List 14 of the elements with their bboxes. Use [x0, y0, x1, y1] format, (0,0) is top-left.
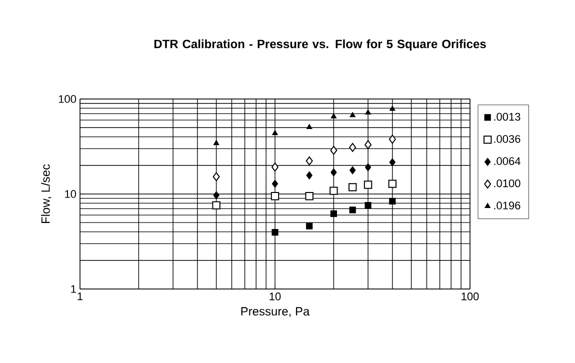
legend-label: .0036 [494, 135, 520, 143]
y-axis-title: Flow, L/sec [41, 164, 52, 224]
y-tick-label: 10 [65, 190, 76, 198]
legend-label: .0064 [494, 157, 520, 166]
legend-label: .0100 [494, 179, 520, 188]
x-tick-label: 10 [270, 292, 281, 300]
x-axis-title: Pressure, Pa [241, 307, 310, 317]
legend-label: .0196 [494, 202, 520, 210]
legend-label: .0013 [494, 112, 520, 121]
x-tick-label: 1 [78, 292, 83, 300]
y-tick-label: 100 [58, 95, 76, 103]
y-tick-label: 1 [71, 285, 76, 293]
x-tick-label: 100 [462, 292, 479, 300]
chart-title: DTR Calibration - Pressure vs. Flow for 5 Square Orifices [154, 39, 486, 51]
